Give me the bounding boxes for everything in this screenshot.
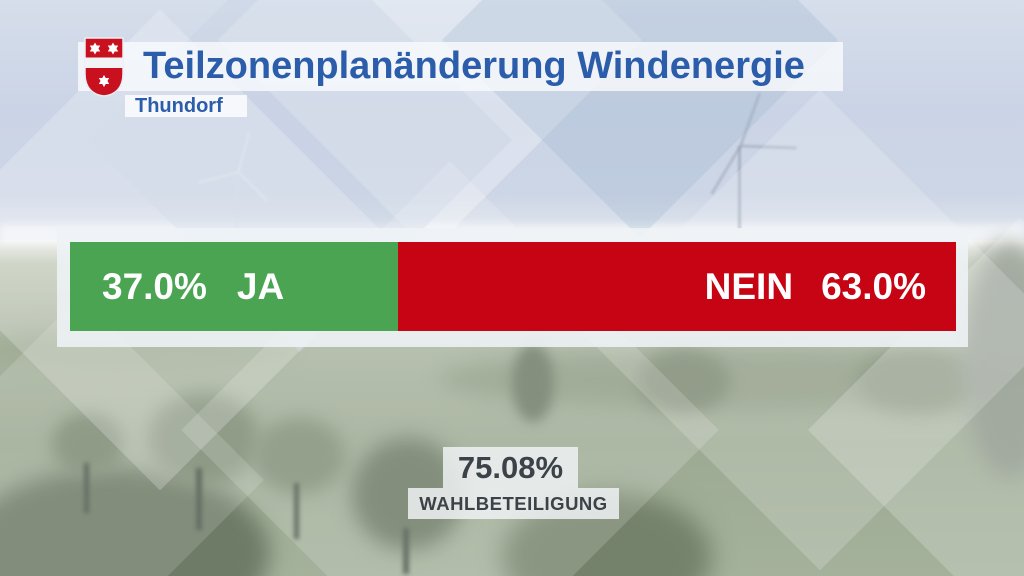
background-tree (253, 418, 345, 494)
yes-percentage: 37.0% (102, 265, 207, 307)
result-bar-panel: 37.0% JA NEIN 63.0% (57, 228, 968, 347)
background-tree (512, 344, 554, 422)
turnout-value: 75.08% (443, 447, 578, 488)
yes-label: JA (236, 265, 285, 307)
result-bar: 37.0% JA NEIN 63.0% (70, 242, 956, 331)
background-tree (856, 348, 980, 414)
background-tree (638, 350, 730, 412)
background-tree-trunk (84, 463, 89, 513)
wind-turbine-icon (738, 146, 741, 230)
background-sky (0, 0, 1024, 242)
background-tree-trunk (403, 528, 409, 574)
municipality-banner: Thundorf (125, 95, 247, 117)
bar-segment-no: NEIN 63.0% (397, 242, 956, 331)
no-percentage: 63.0% (821, 265, 926, 307)
background-tree (148, 393, 260, 485)
title-banner: Teilzonenplanänderung Windenergie (78, 42, 843, 91)
wind-turbine-icon (236, 172, 238, 234)
municipality-label: Thundorf (135, 95, 223, 117)
thundorf-coat-of-arms-icon (82, 36, 126, 98)
background-tree-trunk (294, 483, 299, 539)
turnout-label: WAHLBETEILIGUNG (408, 488, 619, 519)
background-tree-trunk (196, 468, 202, 530)
no-label: NEIN (704, 265, 794, 307)
bar-segment-yes: 37.0% JA (70, 242, 398, 331)
page-title: Teilzonenplanänderung Windenergie (143, 45, 805, 87)
